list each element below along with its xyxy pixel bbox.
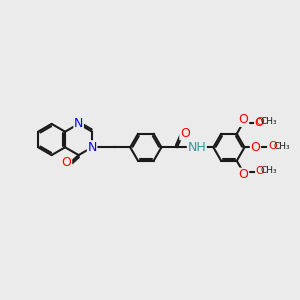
Text: CH₃: CH₃ [260,117,277,126]
Text: O: O [239,168,249,181]
Text: CH₃: CH₃ [260,166,277,175]
Text: O: O [255,166,264,176]
Text: O: O [255,118,263,128]
Text: O: O [239,113,249,126]
Text: N: N [74,117,83,130]
Text: O: O [250,141,260,154]
Text: O: O [268,141,277,151]
Text: O: O [180,127,190,140]
Text: O: O [255,117,264,127]
Text: CH₃: CH₃ [273,142,290,151]
Text: O: O [62,156,72,169]
Text: N: N [87,141,97,154]
Text: NH: NH [188,141,206,154]
